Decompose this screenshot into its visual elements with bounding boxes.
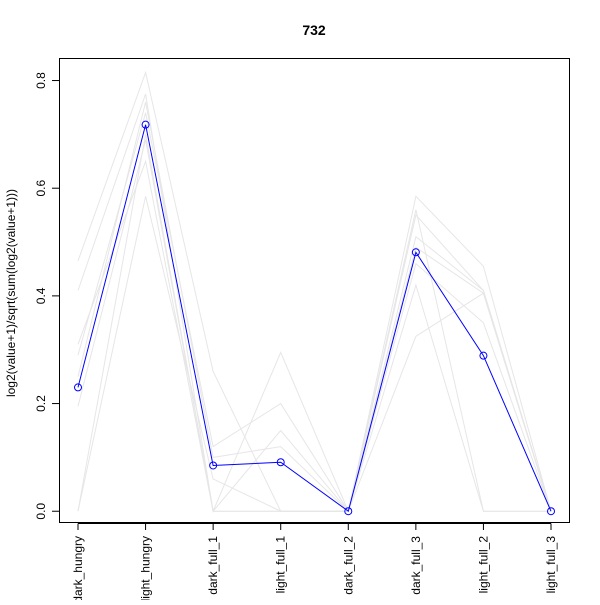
x-tick-label-dark_full_1: dark_full_1 [206, 536, 220, 595]
background-series-line-1 [77, 70, 552, 512]
data-point-light_full_3 [547, 507, 555, 516]
background-series-line-7 [77, 101, 552, 513]
background-series-line-3 [77, 112, 552, 513]
data-point-dark_full_2 [344, 507, 353, 516]
y-axis: 0.0 0.2 0.4 0.6 0.8 [34, 72, 60, 520]
background-series-line-4 [77, 139, 552, 513]
x-tick-label-dark_full_3: dark_full_3 [409, 536, 423, 595]
x-tick-label-light_full_3: light_full_3 [544, 536, 558, 594]
data-point-light_full_2 [479, 351, 488, 360]
x-tick-label-light_full_2: light_full_2 [476, 536, 490, 594]
data-point-light_hungry [141, 120, 150, 129]
data-point-dark_full_1 [209, 461, 218, 470]
plot-frame [59, 58, 570, 523]
y-tick-label-1: 0.2 [34, 395, 48, 412]
background-series-line-6 [77, 159, 551, 512]
x-axis: dark_hungry light_hungry dark_full_1 light_… [71, 523, 558, 603]
y-tick-label-3: 0.6 [34, 180, 48, 197]
data-point-dark_full_3 [411, 248, 420, 257]
x-tick-label-dark_full_2: dark_full_2 [341, 536, 355, 595]
y-tick-label-2: 0.4 [34, 287, 48, 304]
background-series-group [77, 70, 552, 513]
y-axis-title: log2(value+1)/sqrt(sum(log2(value+1))) [4, 189, 18, 397]
x-tick-label-light_hungry: light_hungry [139, 536, 153, 600]
highlight-series-group [74, 120, 555, 516]
chart-title: 732 [302, 22, 326, 38]
y-tick-label-4: 0.8 [34, 72, 48, 89]
highlight-series-line [77, 124, 552, 513]
data-point-dark_hungry [74, 383, 82, 392]
data-point-light_full_1 [276, 458, 285, 467]
y-tick-label-0: 0.0 [34, 503, 48, 520]
x-tick-label-dark_hungry: dark_hungry [71, 536, 85, 600]
x-tick-label-light_full_1: light_full_1 [274, 536, 288, 594]
background-series-line-8 [77, 134, 551, 512]
